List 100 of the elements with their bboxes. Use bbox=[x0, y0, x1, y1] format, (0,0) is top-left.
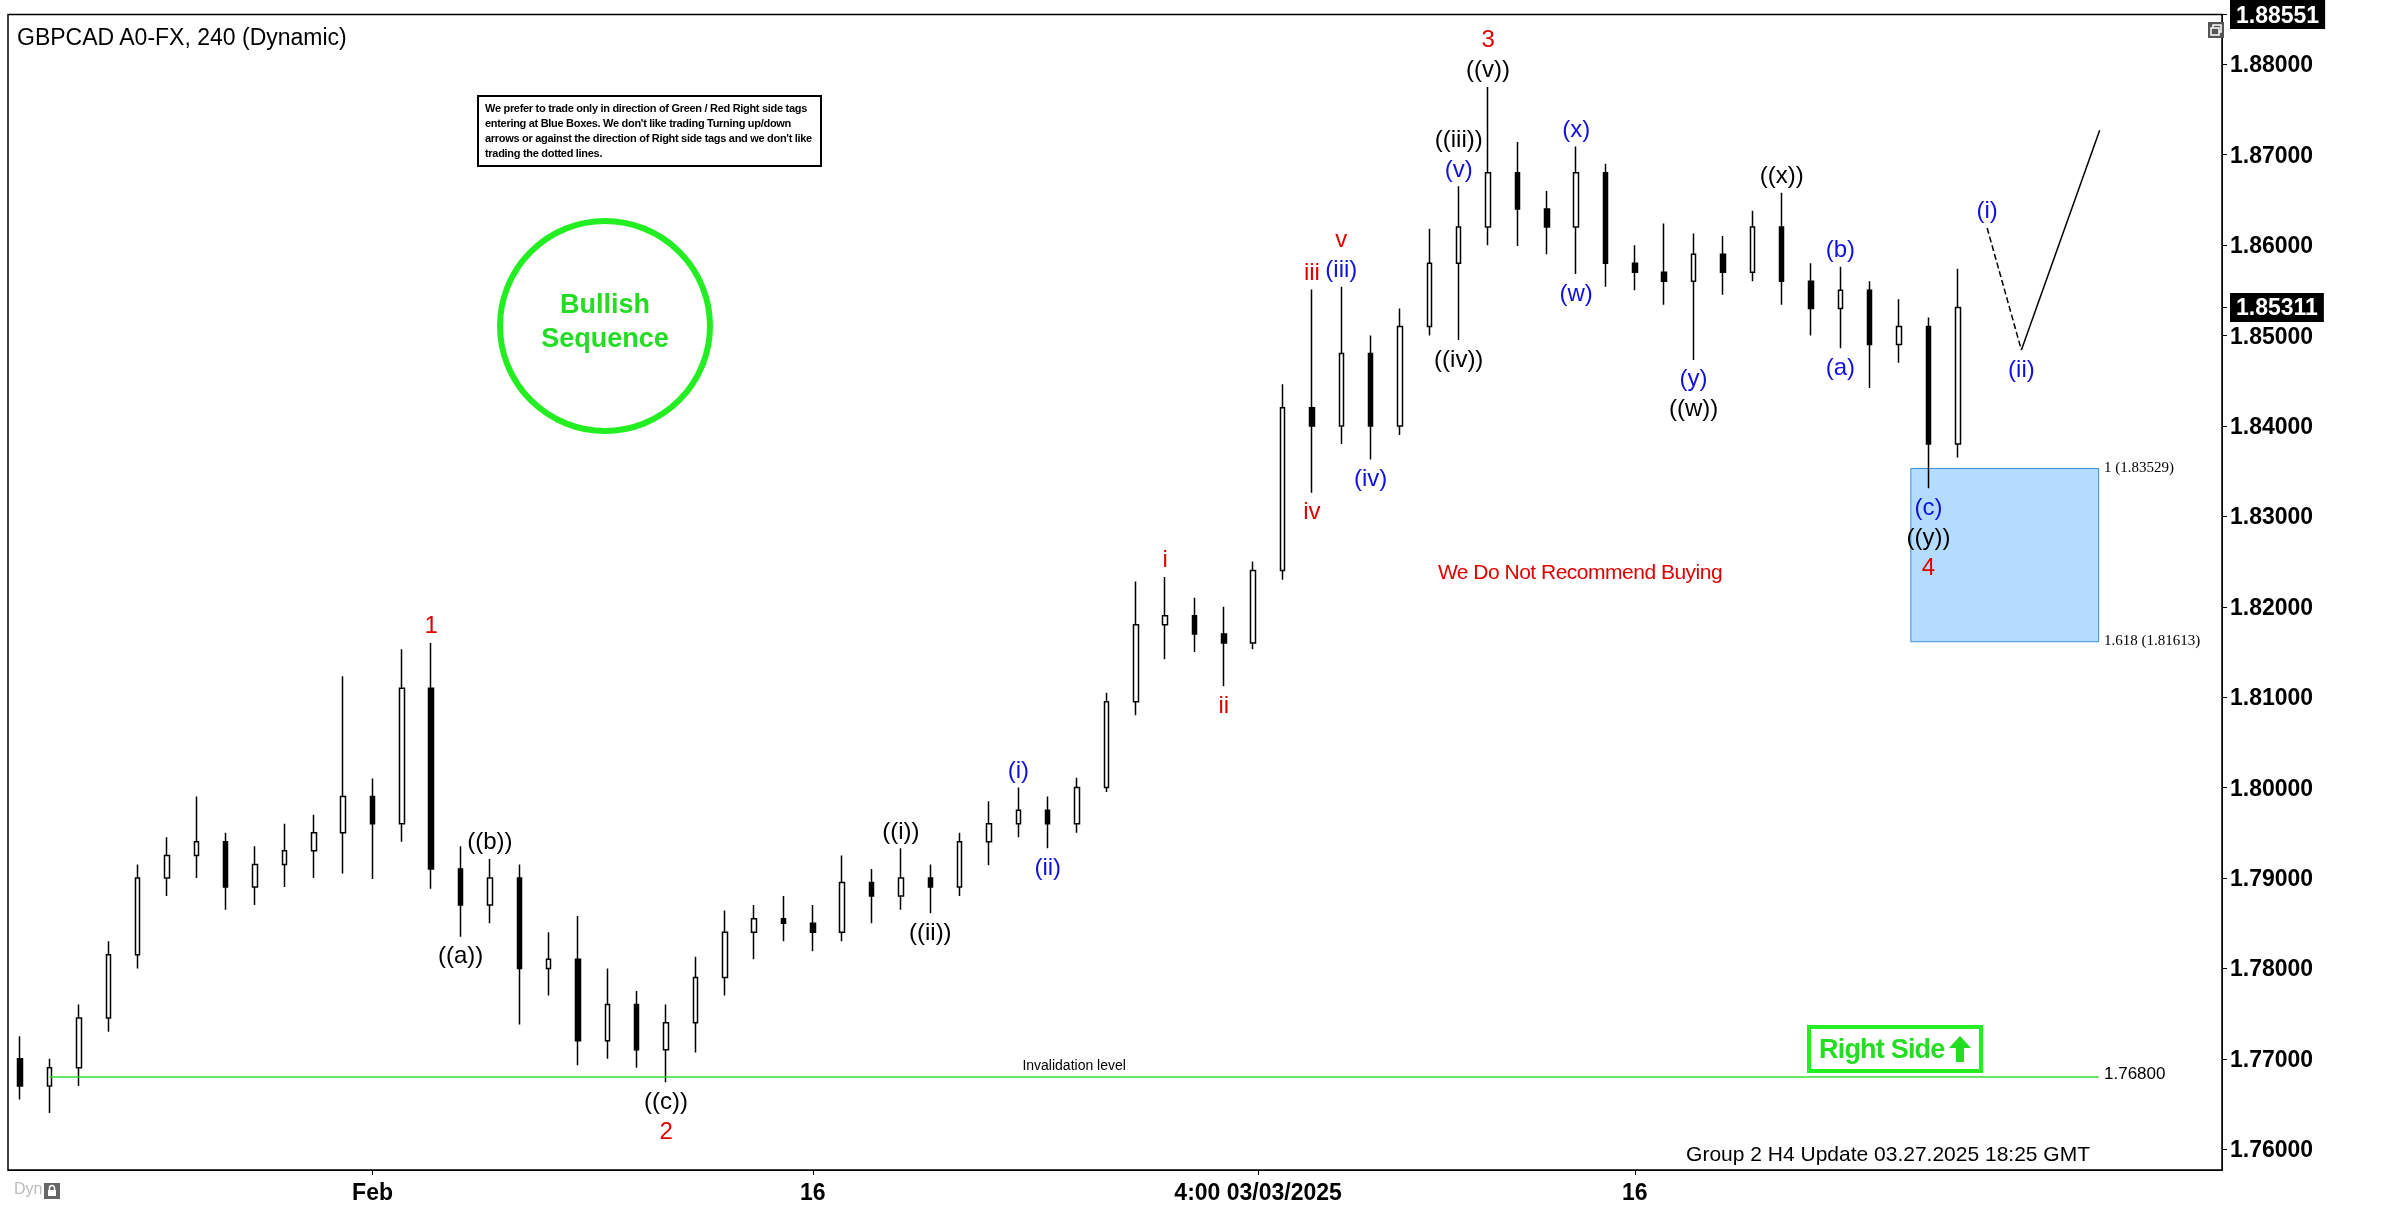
candlestick bbox=[457, 845, 464, 938]
candlestick bbox=[398, 648, 406, 843]
y-tick-label: 1.88000 bbox=[2230, 51, 2314, 78]
candlestick bbox=[16, 1035, 24, 1101]
candlestick bbox=[956, 832, 963, 897]
annotation: ((v)) bbox=[1466, 55, 1511, 83]
annotation: (w) bbox=[1559, 278, 1593, 306]
annotation: iii bbox=[1303, 257, 1320, 285]
candlestick bbox=[868, 868, 875, 924]
candlestick bbox=[1073, 776, 1081, 834]
annotation: (c) bbox=[1914, 492, 1943, 520]
y-tick-label: 1.81000 bbox=[2230, 684, 2314, 711]
y-tick-label: 1.78000 bbox=[2230, 955, 2314, 982]
candlestick bbox=[1514, 141, 1521, 247]
candlestick bbox=[339, 675, 347, 875]
candlestick bbox=[1543, 190, 1551, 255]
y-tick-label: 1.87000 bbox=[2230, 141, 2314, 168]
annotation: (v) bbox=[1444, 154, 1473, 182]
annotation: 1 (1.83529) bbox=[2104, 459, 2174, 476]
annotation: (a) bbox=[1825, 352, 1856, 380]
candlestick bbox=[281, 822, 288, 888]
candlestick bbox=[1631, 244, 1639, 292]
candlestick bbox=[1220, 606, 1228, 688]
candlestick bbox=[1602, 163, 1609, 288]
candlestick bbox=[1044, 795, 1051, 849]
candlestick bbox=[809, 904, 817, 952]
candlestick bbox=[1807, 262, 1815, 337]
text: Dyn bbox=[14, 1180, 43, 1198]
candlestick bbox=[1191, 596, 1198, 653]
annotation: (i) bbox=[1007, 756, 1030, 784]
candlestick bbox=[692, 955, 699, 1054]
annotation: We prefer to trade only in direction of Green / Red Right side tags entering at Blue Boxes. We don't like trading Turning up/down arrows or against the direction of Right side tags and we don't like trading the dotted lines. bbox=[477, 95, 822, 167]
annotation: Bullish Sequence bbox=[540, 288, 670, 355]
y-tick-label: 1.85311 bbox=[2236, 294, 2319, 321]
candlestick bbox=[1455, 185, 1462, 341]
annotation: 1.618 (1.81613) bbox=[2104, 632, 2201, 649]
candlestick bbox=[1103, 691, 1110, 793]
x-tick-label: 16 bbox=[800, 1178, 826, 1205]
annotation: ii bbox=[1218, 690, 1230, 718]
y-tick-label: 1.82000 bbox=[2230, 593, 2314, 620]
annotation: (iv) bbox=[1353, 463, 1388, 491]
candlestick bbox=[750, 904, 758, 961]
candlestick bbox=[1572, 145, 1580, 275]
candlestick bbox=[1660, 222, 1668, 306]
candlestick bbox=[1484, 86, 1492, 246]
candlestick bbox=[75, 1003, 83, 1087]
candlestick bbox=[310, 813, 318, 879]
candlestick bbox=[105, 940, 112, 1033]
candlestick bbox=[193, 795, 200, 879]
candlestick bbox=[1338, 285, 1345, 445]
annotation: ((a)) bbox=[437, 941, 484, 969]
candlestick bbox=[662, 1003, 670, 1084]
candlestick bbox=[163, 836, 171, 897]
annotation: Right Side bbox=[1819, 1033, 1945, 1065]
candlestick bbox=[427, 642, 435, 890]
candlestick bbox=[1895, 298, 1903, 364]
annotation: 2 bbox=[659, 1116, 673, 1144]
candlestick bbox=[927, 863, 934, 914]
y-tick-label: 1.88551 bbox=[2236, 1, 2320, 28]
annotation: 4 bbox=[1921, 552, 1936, 580]
annotation: (x) bbox=[1562, 115, 1591, 143]
annotation: ((i)) bbox=[882, 816, 920, 844]
candlestick bbox=[1925, 316, 1932, 490]
candlestick bbox=[1161, 576, 1169, 660]
candlestick bbox=[985, 800, 993, 867]
annotation: ((iv)) bbox=[1434, 344, 1484, 372]
annotation: (i) bbox=[1976, 196, 1998, 224]
y-tick-label: 1.80000 bbox=[2230, 774, 2314, 801]
candlestick bbox=[1396, 307, 1404, 436]
annotation: (b) bbox=[1825, 235, 1856, 263]
candlestick bbox=[604, 967, 611, 1060]
candlestick bbox=[780, 895, 787, 943]
candlestick bbox=[545, 931, 552, 997]
annotation: 1.76800 bbox=[2104, 1064, 2166, 1084]
candlestick bbox=[1719, 235, 1727, 296]
annotation: (y) bbox=[1679, 364, 1708, 392]
x-tick-label: 4:00 03/03/2025 bbox=[1174, 1178, 1343, 1205]
candlestick bbox=[1249, 560, 1257, 650]
x-tick-label: 16 bbox=[1622, 1178, 1648, 1205]
candlestick bbox=[1367, 334, 1374, 461]
ref-line-label: Invalidation level bbox=[1022, 1056, 1126, 1073]
y-tick-label: 1.83000 bbox=[2230, 503, 2314, 530]
candlestick bbox=[369, 777, 376, 880]
candlestick bbox=[1279, 383, 1286, 581]
annotation: ((x)) bbox=[1759, 161, 1804, 189]
candlestick bbox=[222, 832, 229, 911]
candlestick bbox=[721, 909, 729, 997]
candlestick bbox=[1866, 280, 1873, 389]
candlestick bbox=[1015, 786, 1022, 839]
annotation: i bbox=[1162, 545, 1168, 573]
candlestick bbox=[486, 858, 494, 924]
annotation: Group 2 H4 Update 03.27.2025 18:25 GMT bbox=[1685, 1142, 2090, 1166]
candlestick bbox=[1749, 210, 1756, 283]
annotation: (ii) bbox=[2008, 354, 2035, 382]
candlestick bbox=[1954, 267, 1962, 459]
annotation: (ii) bbox=[1034, 852, 1062, 880]
candlestick bbox=[1778, 191, 1785, 306]
y-tick-label: 1.76000 bbox=[2230, 1136, 2314, 1163]
y-tick-label: 1.86000 bbox=[2230, 232, 2314, 259]
candlestick bbox=[897, 847, 905, 911]
